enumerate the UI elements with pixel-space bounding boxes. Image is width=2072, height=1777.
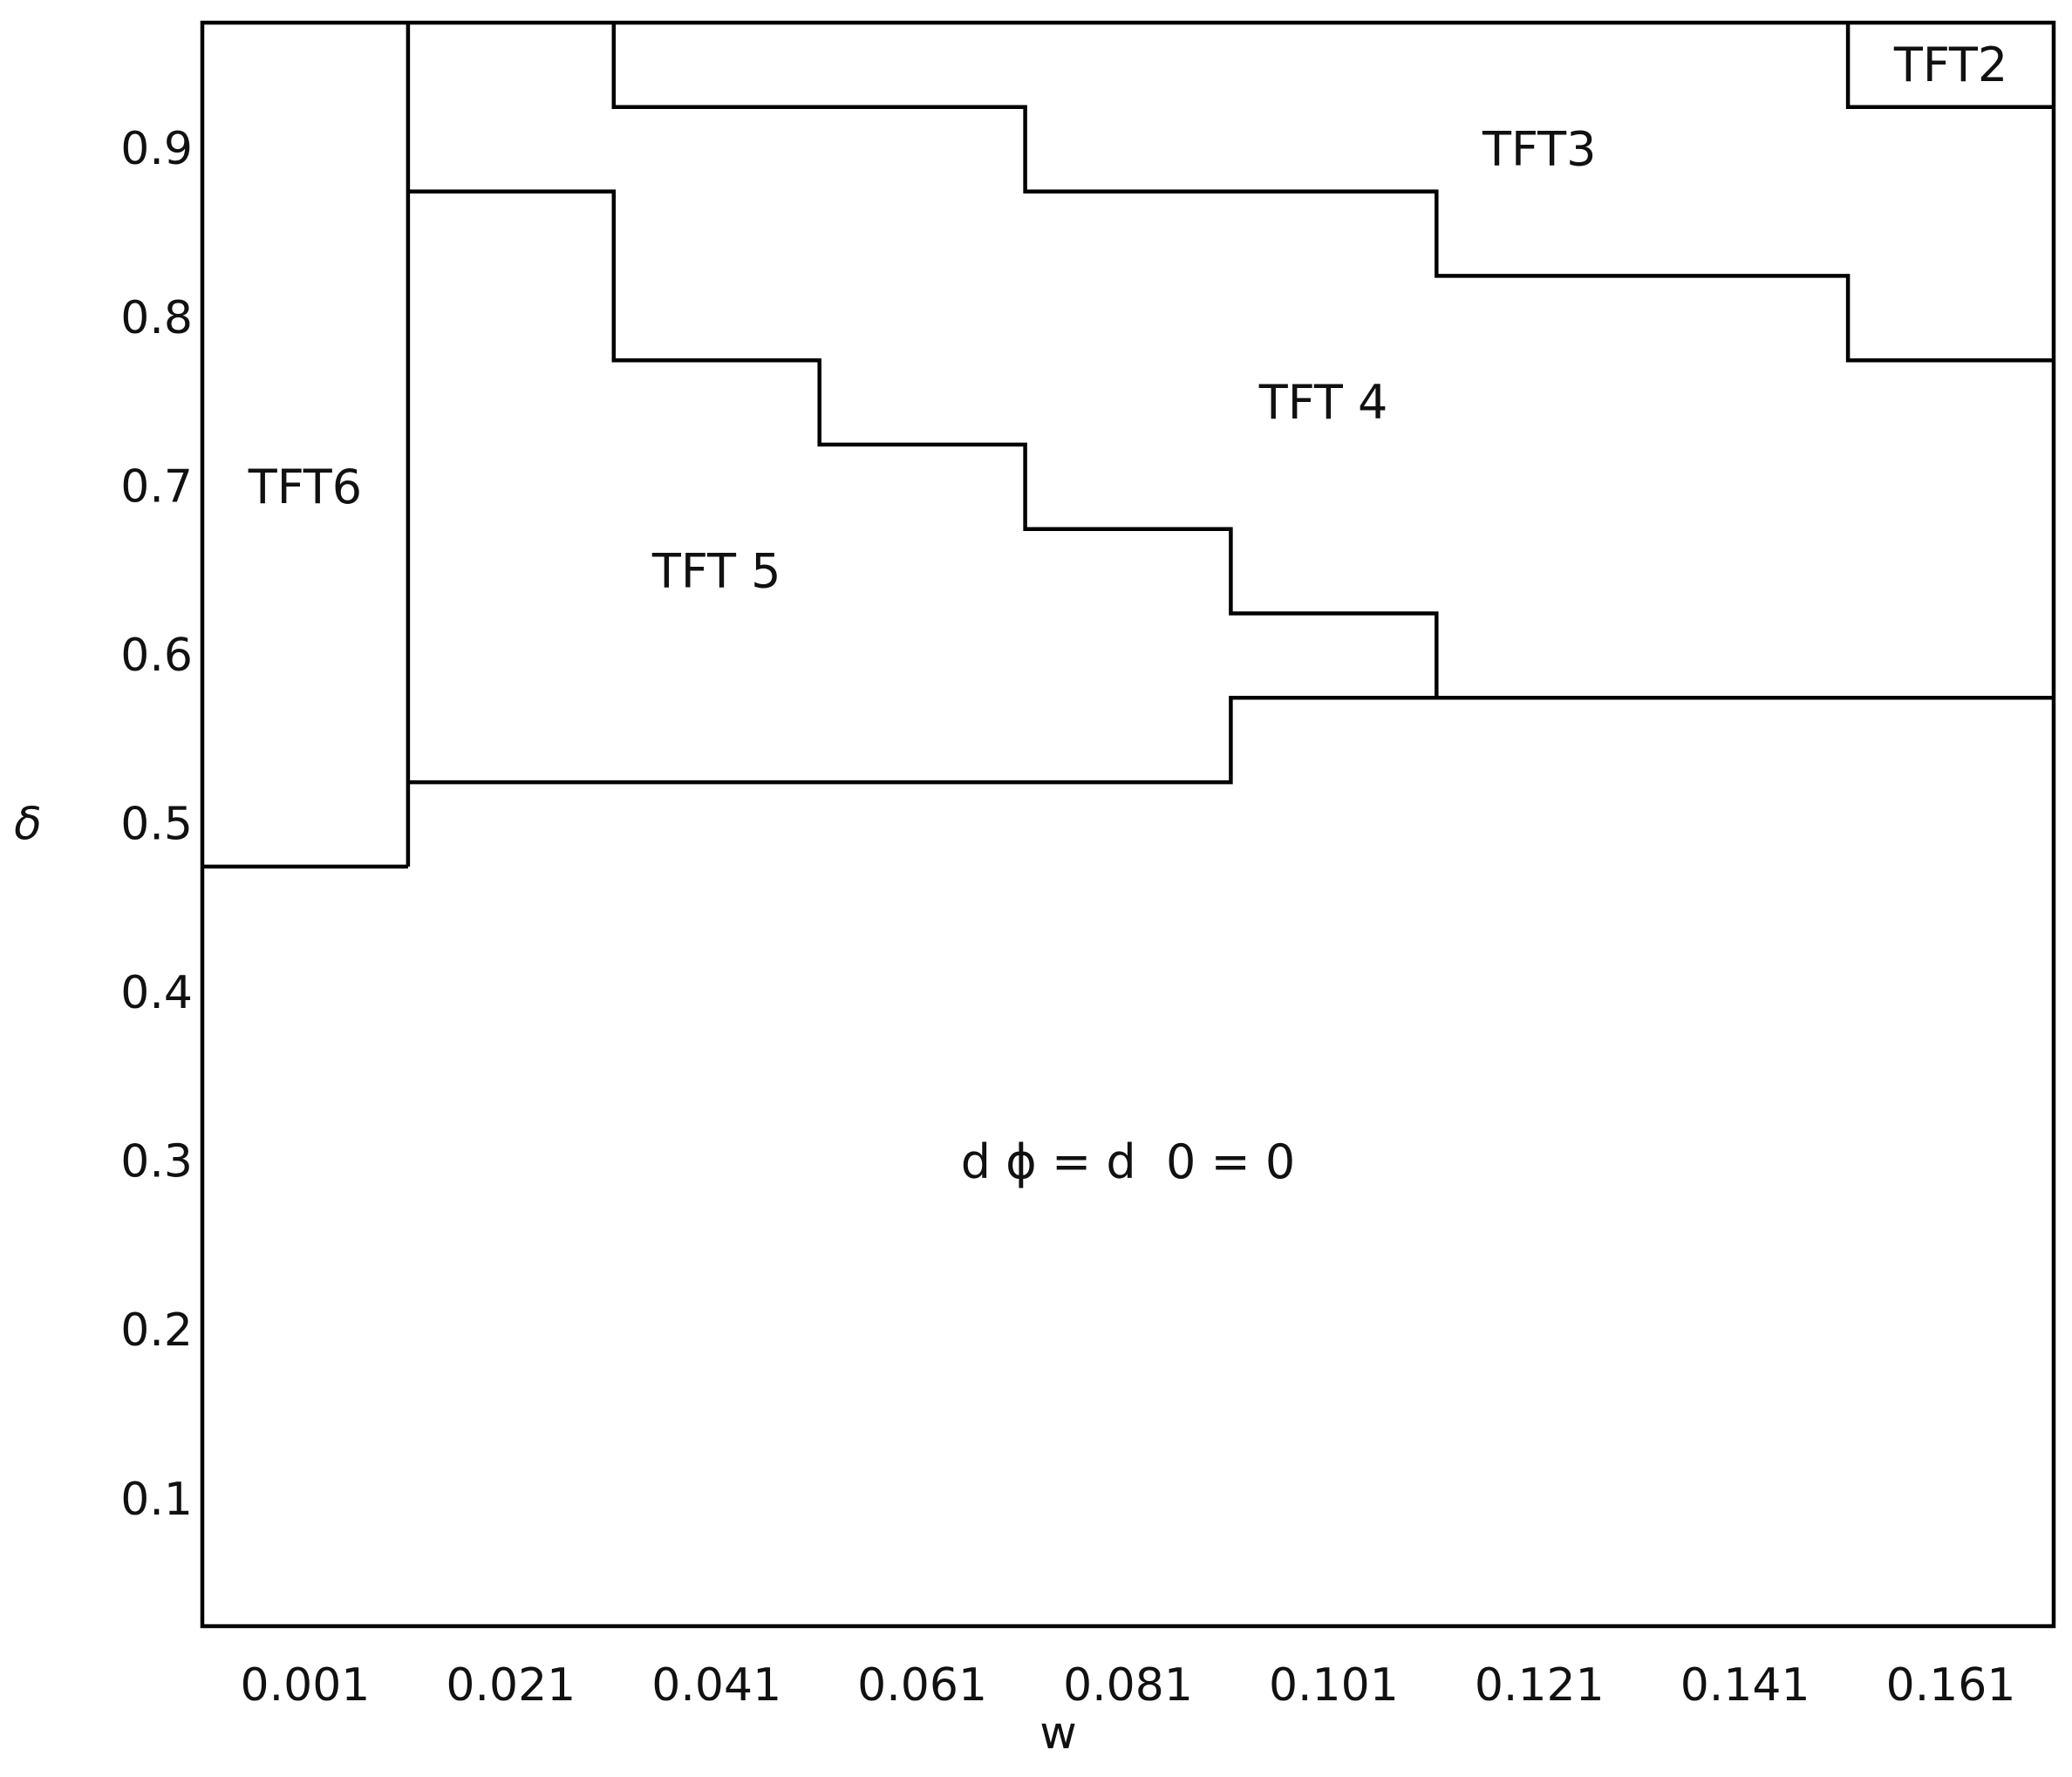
region-labels: TFT2 TFT3 TFT 4 TFT 5 TFT6 d ϕ = d 0 = 0 (248, 37, 2008, 1189)
y-axis-label: δ (14, 799, 42, 851)
region-label-tft2: TFT2 (1893, 37, 2007, 92)
x-tick-label: 0.101 (1269, 1659, 1399, 1712)
y-tick-label: 0.2 (120, 1304, 193, 1357)
x-tick-label: 0.061 (857, 1659, 987, 1712)
zero-region-upper-boundary (407, 696, 2054, 785)
y-tick-label: 0.1 (120, 1474, 193, 1526)
region-label-tft3: TFT3 (1482, 122, 1596, 177)
y-tick-label: 0.3 (120, 1136, 193, 1188)
region-boundaries (202, 23, 2054, 869)
x-tick-labels: 0.001 0.021 0.041 0.061 0.081 0.101 0.121 0.141… (241, 1659, 2016, 1712)
y-tick-label: 0.9 (120, 123, 193, 175)
x-tick-label: 0.041 (651, 1659, 781, 1712)
x-tick-label: 0.021 (446, 1659, 576, 1712)
x-tick-label: 0.141 (1680, 1659, 1810, 1712)
x-tick-label: 0.161 (1886, 1659, 2016, 1712)
tft5-upper-boundary (407, 189, 1439, 698)
region-label-tft5: TFT 5 (651, 544, 781, 599)
y-tick-label: 0.6 (120, 630, 193, 682)
x-tick-label: 0.081 (1063, 1659, 1193, 1712)
tft3-lower-boundary (611, 23, 2054, 363)
y-tick-labels: 0.1 0.2 0.3 0.4 0.5 0.6 0.7 0.8 0.9 (120, 123, 193, 1526)
region-label-tft6: TFT6 (248, 460, 362, 514)
y-tick-label: 0.8 (120, 292, 193, 344)
region-label-zero: d ϕ = d 0 = 0 (961, 1134, 1296, 1189)
region-label-tft4: TFT 4 (1258, 375, 1388, 430)
tft2-box (1845, 23, 2054, 110)
y-tick-label: 0.4 (120, 967, 193, 1019)
x-tick-label: 0.121 (1475, 1659, 1605, 1712)
x-axis-label: w (1039, 1707, 1077, 1760)
plot-frame (200, 20, 2056, 1629)
y-tick-label: 0.5 (120, 799, 193, 851)
y-tick-label: 0.7 (120, 460, 193, 513)
x-tick-label: 0.001 (241, 1659, 371, 1712)
